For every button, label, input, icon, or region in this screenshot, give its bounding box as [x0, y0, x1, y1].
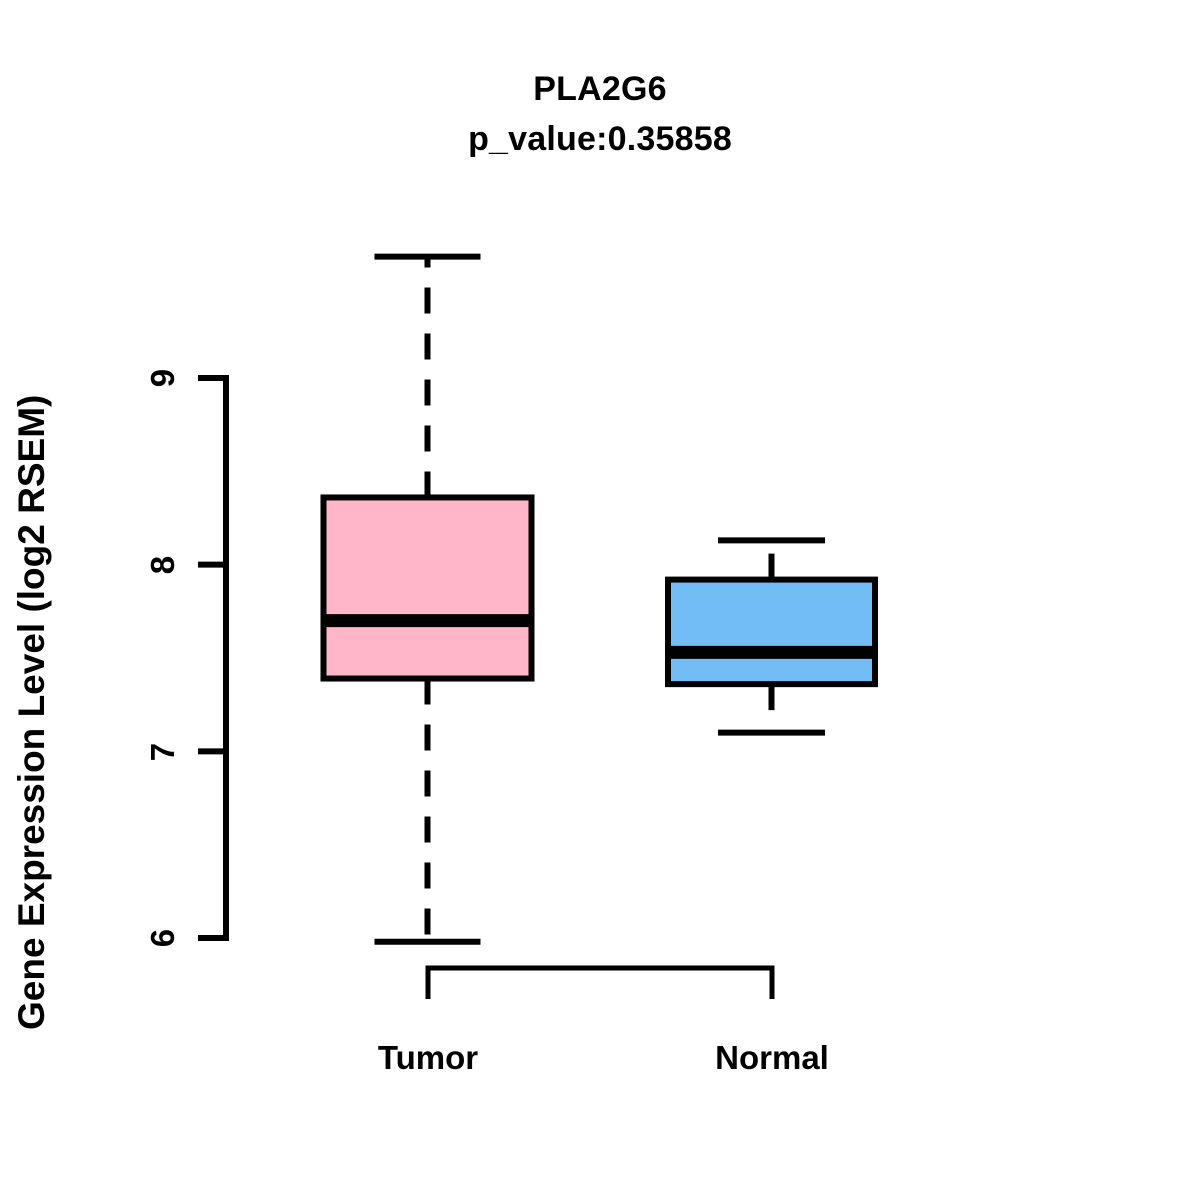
y-axis [198, 375, 229, 941]
box-normal[interactable] [665, 537, 878, 736]
chart-subtitle-pvalue: p_value:0.35858 [468, 120, 732, 158]
x-axis-bracket [425, 965, 775, 999]
tumor-iqr-box[interactable] [320, 494, 535, 682]
x-tick-label-tumor: Tumor [377, 1039, 479, 1076]
box-tumor[interactable] [320, 253, 535, 945]
x-tick-label-normal: Normal [715, 1039, 829, 1076]
chart-title: PLA2G6 [533, 70, 667, 108]
normal-iqr-box[interactable] [665, 576, 878, 688]
x-axis [425, 965, 775, 999]
